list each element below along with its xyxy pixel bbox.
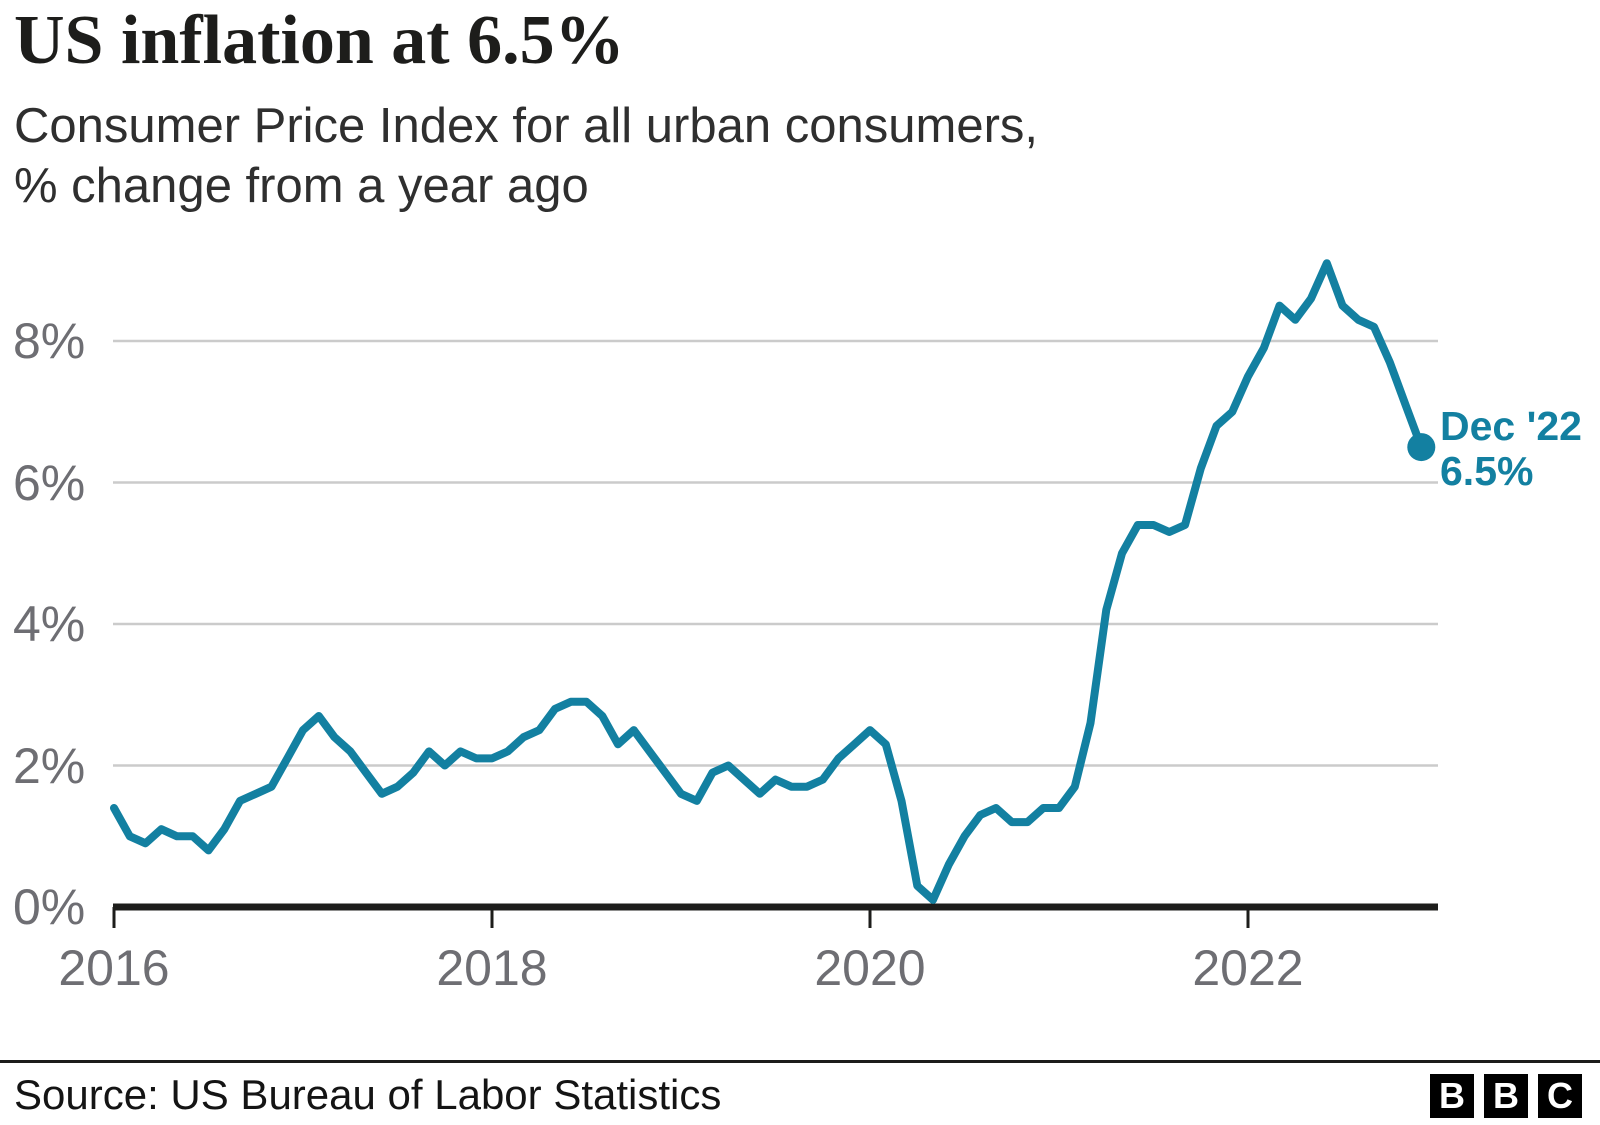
bbc-logo-letter-2: B	[1484, 1074, 1528, 1118]
x-axis	[112, 903, 1438, 928]
latest-data-point	[1407, 433, 1436, 462]
x-tick-label-2020: 2020	[814, 940, 926, 996]
x-tick-label-2018: 2018	[436, 940, 548, 996]
bbc-logo: B B C	[1430, 1074, 1582, 1118]
y-tick-label-6pct: 6%	[13, 454, 86, 511]
y-tick-label-2pct: 2%	[13, 737, 86, 794]
annotation-date: Dec '22	[1440, 403, 1582, 449]
chart-subtitle-line2: % change from a year ago	[14, 159, 589, 213]
x-tick-label-2016: 2016	[58, 940, 170, 996]
annotation-value: 6.5%	[1440, 448, 1534, 494]
chart-subtitle-line1: Consumer Price Index for all urban consu…	[14, 99, 1038, 153]
inflation-line	[110, 259, 1426, 904]
x-tick-label-2022: 2022	[1192, 940, 1304, 996]
bbc-logo-letter-1: B	[1430, 1074, 1474, 1118]
end-annotation: Dec '22 6.5%	[1440, 404, 1582, 494]
bbc-logo-letter-3: C	[1538, 1074, 1582, 1118]
source-text: Source: US Bureau of Labor Statistics	[14, 1071, 722, 1118]
gridlines	[113, 339, 1438, 767]
footer-divider	[0, 1060, 1600, 1063]
y-tick-label-8pct: 8%	[13, 313, 86, 369]
y-tick-label-0pct: 0%	[13, 879, 86, 935]
chart-title: US inflation at 6.5%	[14, 2, 625, 79]
chart-subtitle: Consumer Price Index for all urban consu…	[14, 96, 1038, 216]
y-tick-label-4pct: 4%	[13, 596, 86, 652]
